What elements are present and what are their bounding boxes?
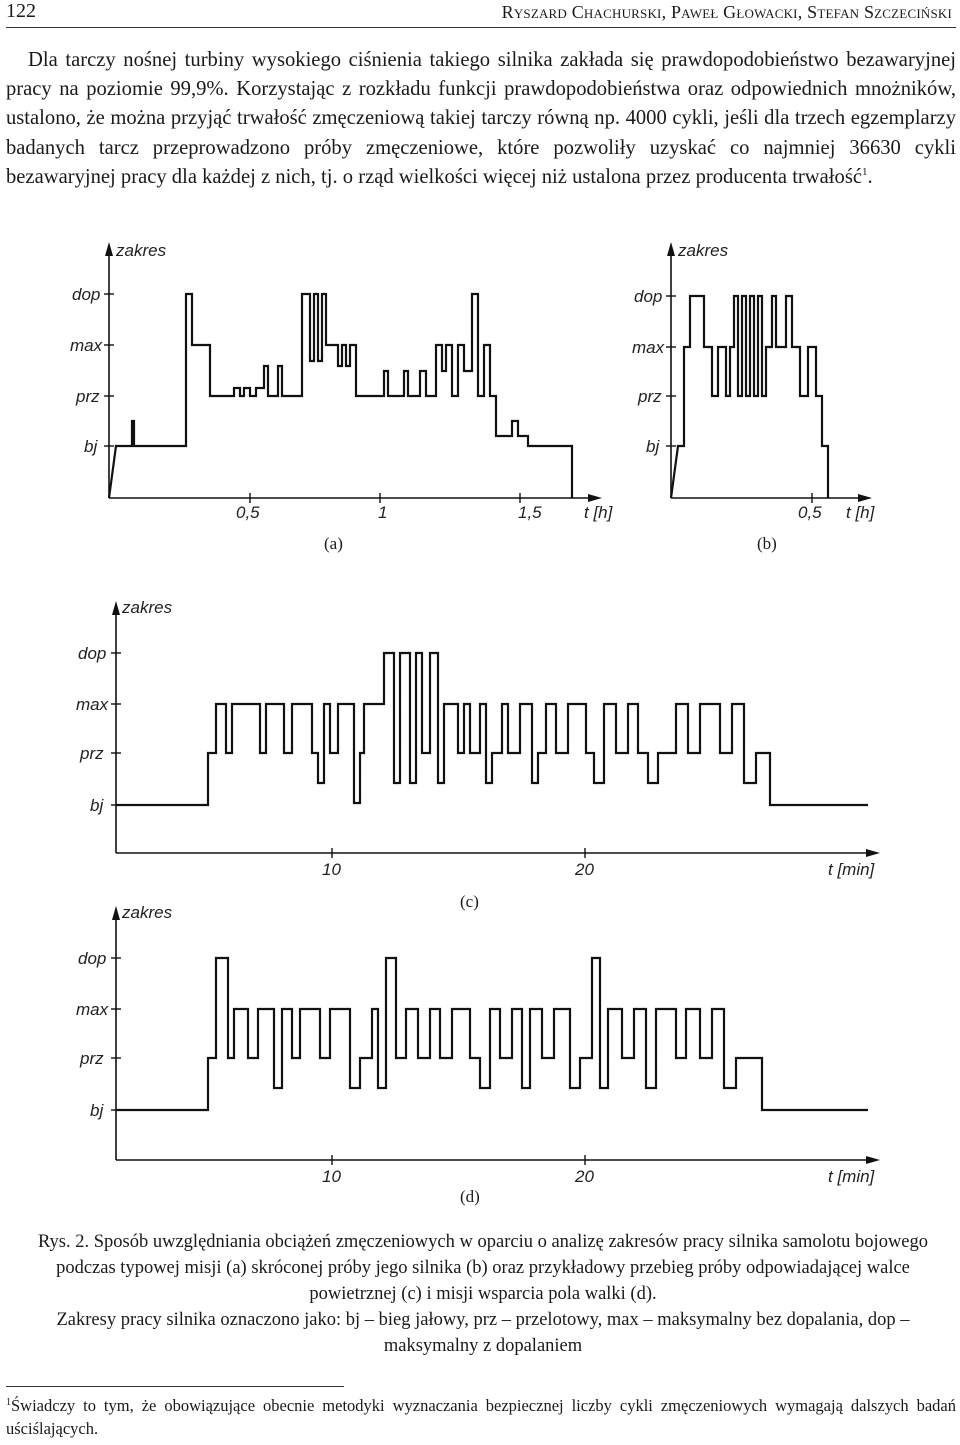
y-axis-title: zakres: [121, 903, 173, 922]
x-axis: [109, 494, 602, 502]
chart-panel-c: zakres dop max prz bj 10 20 t [min]: [76, 598, 880, 879]
series-line: [107, 292, 574, 499]
x-tick-label: 1,5: [518, 503, 542, 522]
x-axis-title: t [min]: [828, 860, 876, 879]
y-axis-title: zakres: [121, 598, 173, 617]
x-tick-label: 0,5: [236, 503, 260, 522]
x-tick-label: 0,5: [798, 503, 822, 522]
x-axis-title: t [h]: [846, 503, 876, 522]
y-axis-title: zakres: [677, 241, 729, 260]
x-axis-title: t [min]: [828, 1167, 876, 1186]
x-axis: [116, 849, 880, 857]
footnote-marker: 1: [6, 1397, 11, 1408]
caption-line-1: Rys. 2. Sposób uwzględniania obciążeń zm…: [37, 1232, 929, 1304]
x-axis: [671, 494, 872, 502]
y-axis: [112, 601, 120, 853]
level-label-bj: bj: [90, 1101, 104, 1120]
footnote-text: Świadczy to tym, że obowiązujące obecnie…: [6, 1396, 956, 1438]
figure-caption: Rys. 2. Sposób uwzględniania obciążeń zm…: [30, 1229, 936, 1359]
page-header: 122 Ryszard Chachurski, Paweł Głowacki, …: [6, 0, 956, 28]
x-tick-label: 20: [574, 860, 594, 879]
x-tick-label: 20: [574, 1167, 594, 1186]
x-axis-title: t [h]: [584, 503, 614, 522]
y-axis: [105, 242, 113, 498]
series-line: [669, 294, 830, 499]
level-label-prz: prz: [79, 744, 104, 763]
level-label-max: max: [632, 338, 665, 357]
running-head: Ryszard Chachurski, Paweł Głowacki, Stef…: [501, 2, 952, 22]
y-axis: [112, 906, 120, 1160]
level-label-max: max: [76, 695, 109, 714]
level-label-dop: dop: [78, 949, 106, 968]
level-label-max: max: [70, 336, 103, 355]
level-label-bj: bj: [90, 796, 104, 815]
level-label-max: max: [76, 1000, 109, 1019]
x-tick-label: 10: [322, 1167, 341, 1186]
y-axis: [667, 242, 675, 498]
header-rule: [6, 27, 956, 28]
y-axis-title: zakres: [115, 241, 167, 260]
chart-panel-b: zakres dop max prz bj 0,5 t [h]: [632, 241, 876, 522]
series-line: [116, 651, 868, 807]
panel-label-b: (b): [757, 534, 777, 553]
body-paragraph: Dla tarczy nośnej turbiny wysokiego ciśn…: [6, 46, 956, 192]
page-number: 122: [6, 0, 36, 22]
level-label-dop: dop: [78, 644, 106, 663]
series-line: [116, 956, 868, 1112]
caption-line-2: Zakresy pracy silnika oznaczono jako: bj…: [56, 1310, 910, 1356]
panel-label-a: (a): [324, 534, 343, 553]
footnote: 1Świadczy to tym, że obowiązujące obecni…: [6, 1394, 956, 1440]
paragraph-text: Dla tarczy nośnej turbiny wysokiego ciśn…: [6, 49, 956, 188]
chart-panel-d: zakres dop max prz bj 10 20 t [min]: [76, 903, 880, 1186]
x-tick-label: 10: [322, 860, 341, 879]
level-label-bj: bj: [84, 437, 98, 456]
level-label-dop: dop: [72, 285, 100, 304]
level-label-bj: bj: [646, 437, 660, 456]
footnote-rule: [6, 1386, 344, 1387]
panel-label-c: (c): [460, 892, 479, 911]
level-label-dop: dop: [634, 287, 662, 306]
level-label-prz: prz: [79, 1049, 104, 1068]
paragraph-end: .: [867, 165, 873, 188]
level-label-prz: prz: [75, 387, 100, 406]
chart-panel-a: zakres dop max prz bj 0,5 1 1,5 t [h]: [70, 241, 614, 522]
footnote-ref: 1: [861, 165, 868, 178]
x-tick-label: 1: [378, 503, 387, 522]
panel-label-d: (d): [460, 1187, 480, 1206]
x-axis: [116, 1156, 880, 1164]
level-label-prz: prz: [637, 387, 662, 406]
